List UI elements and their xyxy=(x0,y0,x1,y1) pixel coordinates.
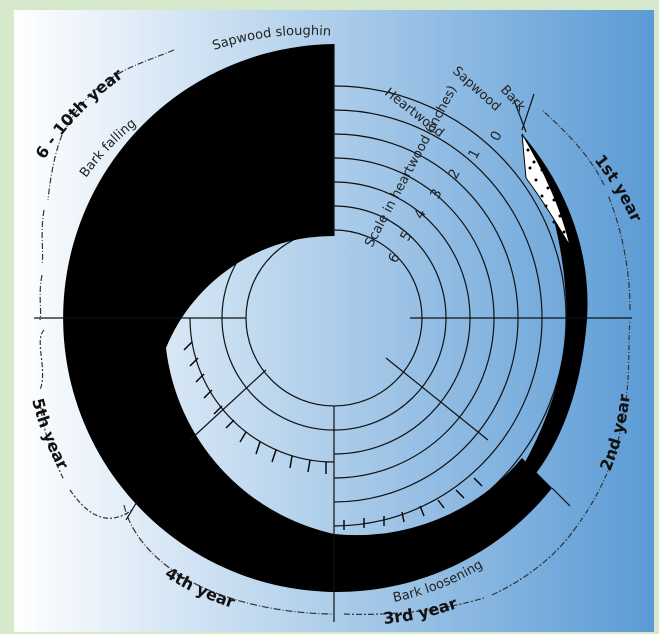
decay-hatching xyxy=(183,221,483,530)
bark-outline xyxy=(39,49,631,615)
decay-diagram: Sapwood sloughing Bark falling Bark loos… xyxy=(14,10,654,632)
radial-lines xyxy=(34,44,632,622)
sapwood-stipple xyxy=(526,148,566,234)
remaining-wood xyxy=(63,44,552,592)
remaining-wood-right xyxy=(522,134,588,476)
sloughing-dash xyxy=(123,53,335,151)
